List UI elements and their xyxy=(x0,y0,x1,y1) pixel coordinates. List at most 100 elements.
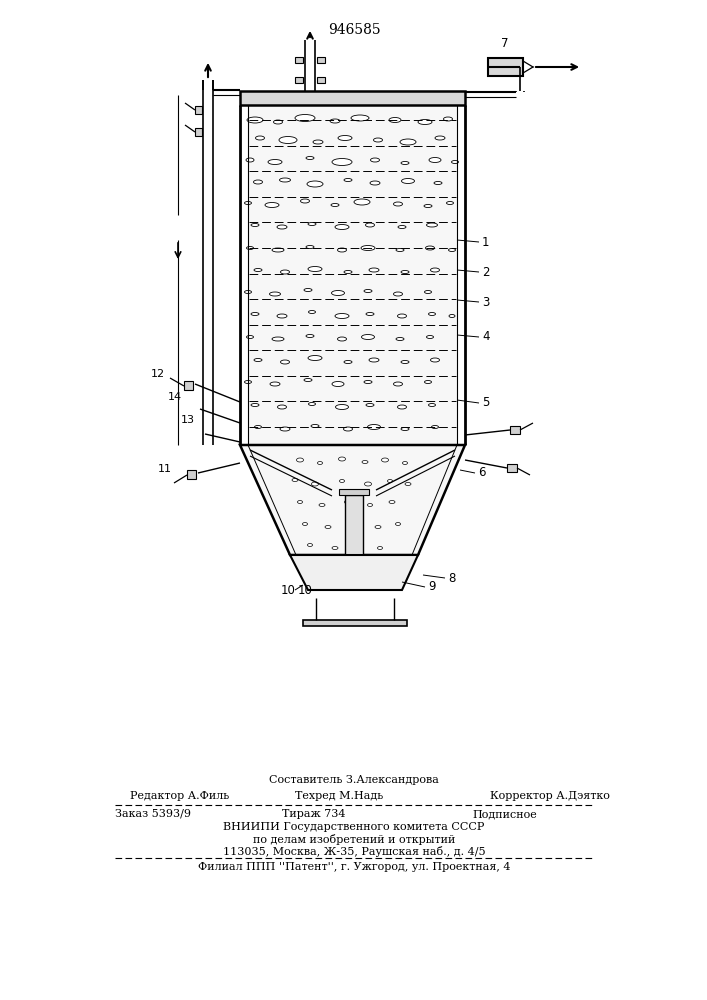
Ellipse shape xyxy=(396,338,404,340)
Ellipse shape xyxy=(296,458,303,462)
Text: Филиал ППП ''Патент'', г. Ужгород, ул. Проектная, 4: Филиал ППП ''Патент'', г. Ужгород, ул. П… xyxy=(198,862,510,872)
Ellipse shape xyxy=(337,248,346,252)
Ellipse shape xyxy=(370,181,380,185)
Ellipse shape xyxy=(370,158,380,162)
Ellipse shape xyxy=(424,205,432,208)
Ellipse shape xyxy=(434,182,442,184)
Ellipse shape xyxy=(400,139,416,145)
Ellipse shape xyxy=(306,156,314,159)
Bar xyxy=(187,470,196,479)
Ellipse shape xyxy=(304,378,312,381)
Text: 13: 13 xyxy=(181,415,195,425)
Ellipse shape xyxy=(279,136,297,143)
Ellipse shape xyxy=(279,178,291,182)
Ellipse shape xyxy=(254,180,262,184)
Text: Заказ 5393/9: Заказ 5393/9 xyxy=(115,809,191,819)
Ellipse shape xyxy=(431,358,440,362)
Ellipse shape xyxy=(265,202,279,208)
Ellipse shape xyxy=(344,500,351,504)
Ellipse shape xyxy=(394,202,402,206)
Ellipse shape xyxy=(300,199,310,203)
Ellipse shape xyxy=(269,292,281,296)
Text: Подписное: Подписное xyxy=(472,809,537,819)
Ellipse shape xyxy=(448,248,455,251)
Ellipse shape xyxy=(378,546,382,550)
Ellipse shape xyxy=(311,424,319,428)
Ellipse shape xyxy=(332,290,344,296)
Ellipse shape xyxy=(270,382,280,386)
Ellipse shape xyxy=(387,480,392,483)
Text: ВНИИПИ Государственного комитета СССР: ВНИИПИ Государственного комитета СССР xyxy=(223,822,485,832)
Text: 2: 2 xyxy=(482,265,489,278)
Ellipse shape xyxy=(361,334,375,340)
Text: 9: 9 xyxy=(428,580,436,593)
Ellipse shape xyxy=(335,314,349,318)
Ellipse shape xyxy=(354,199,370,205)
Ellipse shape xyxy=(306,334,314,338)
Text: Корректор А.Дэятко: Корректор А.Дэятко xyxy=(490,791,610,801)
Ellipse shape xyxy=(452,160,459,163)
Text: 6: 6 xyxy=(478,466,486,480)
Text: 14: 14 xyxy=(168,392,182,402)
Ellipse shape xyxy=(402,462,407,464)
Ellipse shape xyxy=(331,204,339,207)
Ellipse shape xyxy=(369,268,379,272)
Ellipse shape xyxy=(424,380,431,383)
Text: Составитель З.Александрова: Составитель З.Александрова xyxy=(269,775,439,785)
Ellipse shape xyxy=(435,136,445,140)
Ellipse shape xyxy=(337,337,346,341)
Text: 11: 11 xyxy=(158,464,172,474)
Ellipse shape xyxy=(277,225,287,229)
Ellipse shape xyxy=(424,290,431,294)
Text: по делам изобретений и открытий: по делам изобретений и открытий xyxy=(253,834,455,845)
Ellipse shape xyxy=(272,248,284,252)
Bar xyxy=(317,77,325,83)
Ellipse shape xyxy=(401,360,409,363)
Bar xyxy=(295,77,303,83)
Ellipse shape xyxy=(332,546,338,550)
Ellipse shape xyxy=(426,336,433,338)
Ellipse shape xyxy=(365,482,371,486)
Ellipse shape xyxy=(308,356,322,360)
Ellipse shape xyxy=(330,119,340,123)
Bar xyxy=(488,58,523,76)
Bar xyxy=(295,57,303,63)
Bar xyxy=(317,57,325,63)
Text: Техред М.Надь: Техред М.Надь xyxy=(295,791,383,801)
Ellipse shape xyxy=(394,292,402,296)
Ellipse shape xyxy=(431,426,438,428)
Ellipse shape xyxy=(312,482,318,486)
Ellipse shape xyxy=(272,337,284,341)
Text: Редактор А.Филь: Редактор А.Филь xyxy=(130,791,229,801)
Ellipse shape xyxy=(401,428,409,430)
Text: 4: 4 xyxy=(482,330,489,344)
Ellipse shape xyxy=(308,402,315,406)
Ellipse shape xyxy=(281,270,289,274)
Ellipse shape xyxy=(364,380,372,383)
Ellipse shape xyxy=(394,382,402,386)
Text: 10: 10 xyxy=(281,584,296,596)
Text: 113035, Москва, Ж-35, Раушская наб., д. 4/5: 113035, Москва, Ж-35, Раушская наб., д. … xyxy=(223,846,485,857)
Ellipse shape xyxy=(307,181,323,187)
Ellipse shape xyxy=(429,157,441,162)
Ellipse shape xyxy=(351,115,369,121)
Ellipse shape xyxy=(319,504,325,506)
Polygon shape xyxy=(290,555,418,590)
Ellipse shape xyxy=(428,312,436,316)
Bar xyxy=(240,91,465,105)
Ellipse shape xyxy=(339,480,344,483)
Text: 12: 12 xyxy=(151,369,165,379)
Bar xyxy=(507,464,517,472)
Ellipse shape xyxy=(362,460,368,464)
Ellipse shape xyxy=(401,161,409,164)
Ellipse shape xyxy=(303,522,308,526)
Ellipse shape xyxy=(308,223,316,226)
Ellipse shape xyxy=(344,270,352,273)
Ellipse shape xyxy=(344,427,353,431)
Ellipse shape xyxy=(280,427,290,431)
Ellipse shape xyxy=(426,223,438,227)
Ellipse shape xyxy=(268,159,282,164)
Ellipse shape xyxy=(398,226,406,229)
Ellipse shape xyxy=(306,245,314,248)
Text: 5: 5 xyxy=(482,396,489,410)
